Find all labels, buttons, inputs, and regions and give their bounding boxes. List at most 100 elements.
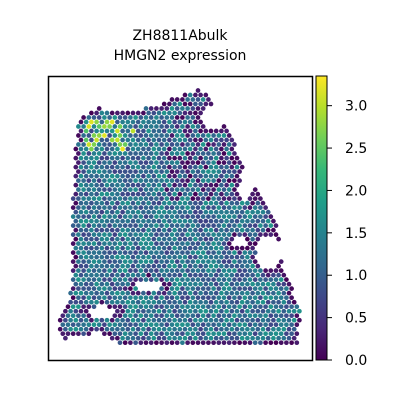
spot-point xyxy=(203,281,209,287)
spot-point xyxy=(130,308,136,314)
spot-point xyxy=(130,200,136,206)
spot-point xyxy=(177,218,183,224)
spot-point xyxy=(265,218,271,224)
spot-point xyxy=(190,340,196,346)
spot-point xyxy=(117,304,123,310)
spot-point xyxy=(115,290,120,296)
spot-point xyxy=(164,277,170,282)
spot-point xyxy=(81,295,86,301)
spot-point xyxy=(250,317,255,323)
spot-point xyxy=(122,115,128,120)
spot-point xyxy=(195,124,201,129)
spot-point xyxy=(213,173,219,179)
spot-point xyxy=(169,232,175,237)
spot-point xyxy=(284,295,289,301)
spot-point xyxy=(60,331,66,337)
spot-point xyxy=(122,232,128,237)
spot-point xyxy=(94,209,99,215)
spot-point xyxy=(187,218,193,224)
spot-point xyxy=(219,209,224,215)
spot-point xyxy=(273,313,279,319)
spot-point xyxy=(94,290,99,296)
spot-point xyxy=(174,115,180,120)
spot-point xyxy=(187,164,193,170)
spot-point xyxy=(237,340,242,346)
spot-point xyxy=(146,164,151,170)
spot-point xyxy=(174,133,180,138)
spot-point xyxy=(76,331,81,337)
spot-point xyxy=(182,191,188,197)
spot-point xyxy=(81,124,86,129)
spot-point xyxy=(117,313,123,319)
spot-point xyxy=(167,173,172,179)
spot-point xyxy=(89,254,94,260)
spot-point xyxy=(102,160,107,165)
spot-point xyxy=(156,209,162,215)
spot-point xyxy=(219,155,224,161)
spot-point xyxy=(260,326,266,332)
spot-point xyxy=(130,119,136,125)
spot-point xyxy=(120,119,125,125)
spot-point xyxy=(135,290,141,296)
spot-point xyxy=(195,214,201,219)
spot-point xyxy=(250,263,255,269)
spot-point xyxy=(180,241,185,246)
spot-point xyxy=(219,281,224,287)
spot-point xyxy=(70,331,76,337)
spot-point xyxy=(164,331,170,337)
spot-point xyxy=(96,295,102,301)
spot-point xyxy=(112,124,118,129)
spot-point xyxy=(258,322,263,328)
spot-point xyxy=(206,178,211,183)
spot-point xyxy=(198,263,203,269)
spot-point xyxy=(91,304,97,310)
spot-point xyxy=(68,308,73,314)
spot-point xyxy=(213,137,219,143)
spot-point xyxy=(117,277,123,282)
spot-point xyxy=(229,281,235,287)
spot-point xyxy=(185,241,190,246)
spot-point xyxy=(187,137,193,143)
spot-point xyxy=(239,317,245,323)
spot-point xyxy=(86,250,92,255)
spot-point xyxy=(112,277,118,282)
spot-point xyxy=(151,146,157,152)
spot-point xyxy=(104,317,110,323)
spot-point xyxy=(99,227,105,233)
spot-point xyxy=(291,335,297,341)
spot-point xyxy=(102,259,107,264)
spot-point xyxy=(226,322,232,328)
spot-point xyxy=(96,286,102,291)
spot-point xyxy=(208,254,214,260)
spot-point xyxy=(148,124,154,129)
spot-point xyxy=(190,313,196,319)
spot-point xyxy=(83,263,89,269)
spot-point xyxy=(185,223,190,228)
spot-point xyxy=(91,115,97,120)
spot-point xyxy=(151,191,157,197)
spot-point xyxy=(255,218,261,224)
spot-point xyxy=(286,290,292,296)
spot-point xyxy=(125,227,131,233)
spot-point xyxy=(112,322,118,328)
spot-point xyxy=(70,268,76,273)
spot-point xyxy=(252,196,258,201)
spot-point xyxy=(255,209,261,215)
spot-point xyxy=(190,232,196,237)
spot-point xyxy=(164,241,170,246)
spot-point xyxy=(221,286,227,291)
spot-point xyxy=(294,313,300,319)
spot-point xyxy=(91,124,97,129)
spot-point xyxy=(185,205,190,210)
spot-point xyxy=(213,236,219,242)
spot-point xyxy=(161,236,167,242)
spot-point xyxy=(81,250,86,255)
spot-point xyxy=(291,317,297,323)
spot-point xyxy=(89,119,94,125)
spot-point xyxy=(161,200,167,206)
spot-point xyxy=(203,326,209,332)
spot-point xyxy=(164,106,170,111)
spot-point xyxy=(86,142,92,147)
spot-point xyxy=(226,160,232,165)
spot-point xyxy=(219,326,224,332)
